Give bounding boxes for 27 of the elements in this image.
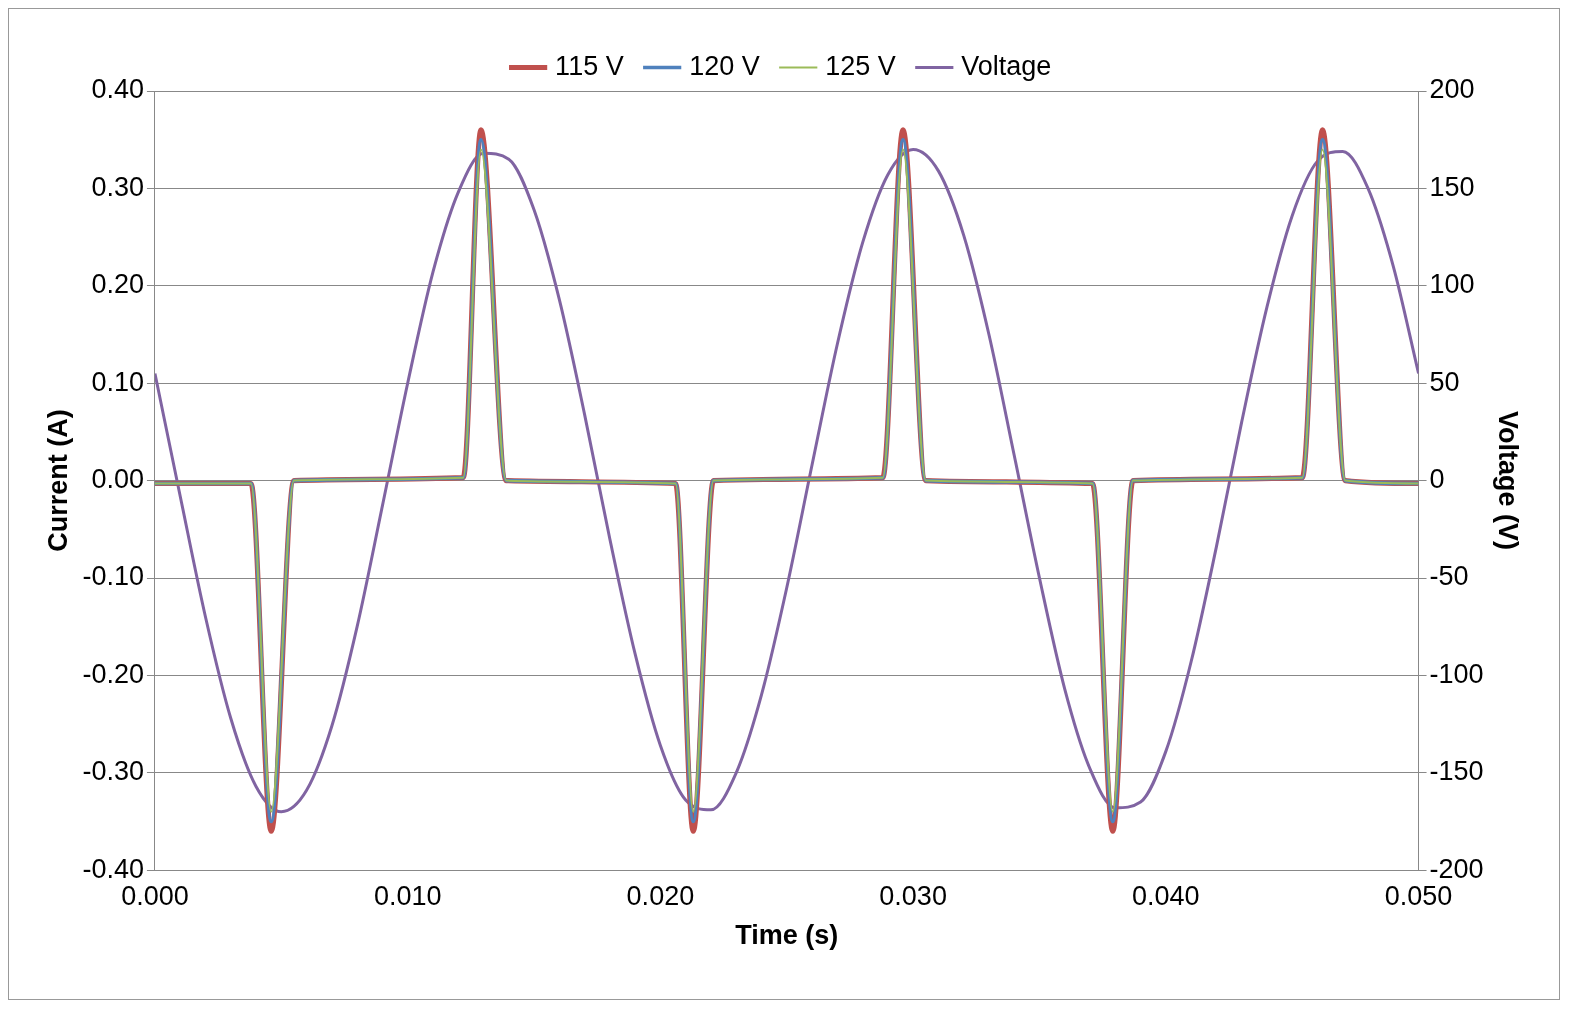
y-tick-label: 0.10 bbox=[91, 366, 144, 397]
y2-tick-label: 200 bbox=[1429, 74, 1475, 105]
y2-tick-label: 0 bbox=[1429, 464, 1445, 495]
y2-tick-label: 100 bbox=[1429, 269, 1475, 300]
y-tick-label: 0.20 bbox=[91, 269, 144, 300]
legend-label: 115 V bbox=[555, 50, 624, 81]
y-tick-label: 0.30 bbox=[91, 171, 144, 202]
y-axis-title: Current (A) bbox=[42, 409, 73, 552]
y-tick-label: -0.30 bbox=[82, 756, 144, 787]
y-tick-label: -0.20 bbox=[82, 658, 144, 689]
y-tick-label: 0.00 bbox=[91, 464, 144, 495]
y-tick-label: 0.40 bbox=[91, 74, 144, 105]
y2-tick-label: -150 bbox=[1429, 756, 1484, 787]
y2-axis-title: Voltage (V) bbox=[1493, 411, 1524, 551]
y2-tick-label: -100 bbox=[1429, 658, 1484, 689]
y2-tick-label: 50 bbox=[1429, 366, 1460, 397]
y-tick-label: -0.10 bbox=[82, 561, 144, 592]
legend-label: Voltage bbox=[961, 50, 1052, 81]
x-tick-label: 0.010 bbox=[373, 880, 442, 911]
x-axis-title: Time (s) bbox=[735, 920, 839, 951]
legend-label: 120 V bbox=[689, 50, 760, 81]
x-tick-label: 0.040 bbox=[1132, 880, 1200, 911]
x-tick-label: 0.020 bbox=[626, 880, 695, 911]
legend-label: 125 V bbox=[825, 50, 896, 81]
y2-tick-label: 150 bbox=[1429, 171, 1475, 202]
y2-tick-label: -50 bbox=[1429, 561, 1469, 592]
x-tick-label: 0.030 bbox=[879, 880, 947, 911]
